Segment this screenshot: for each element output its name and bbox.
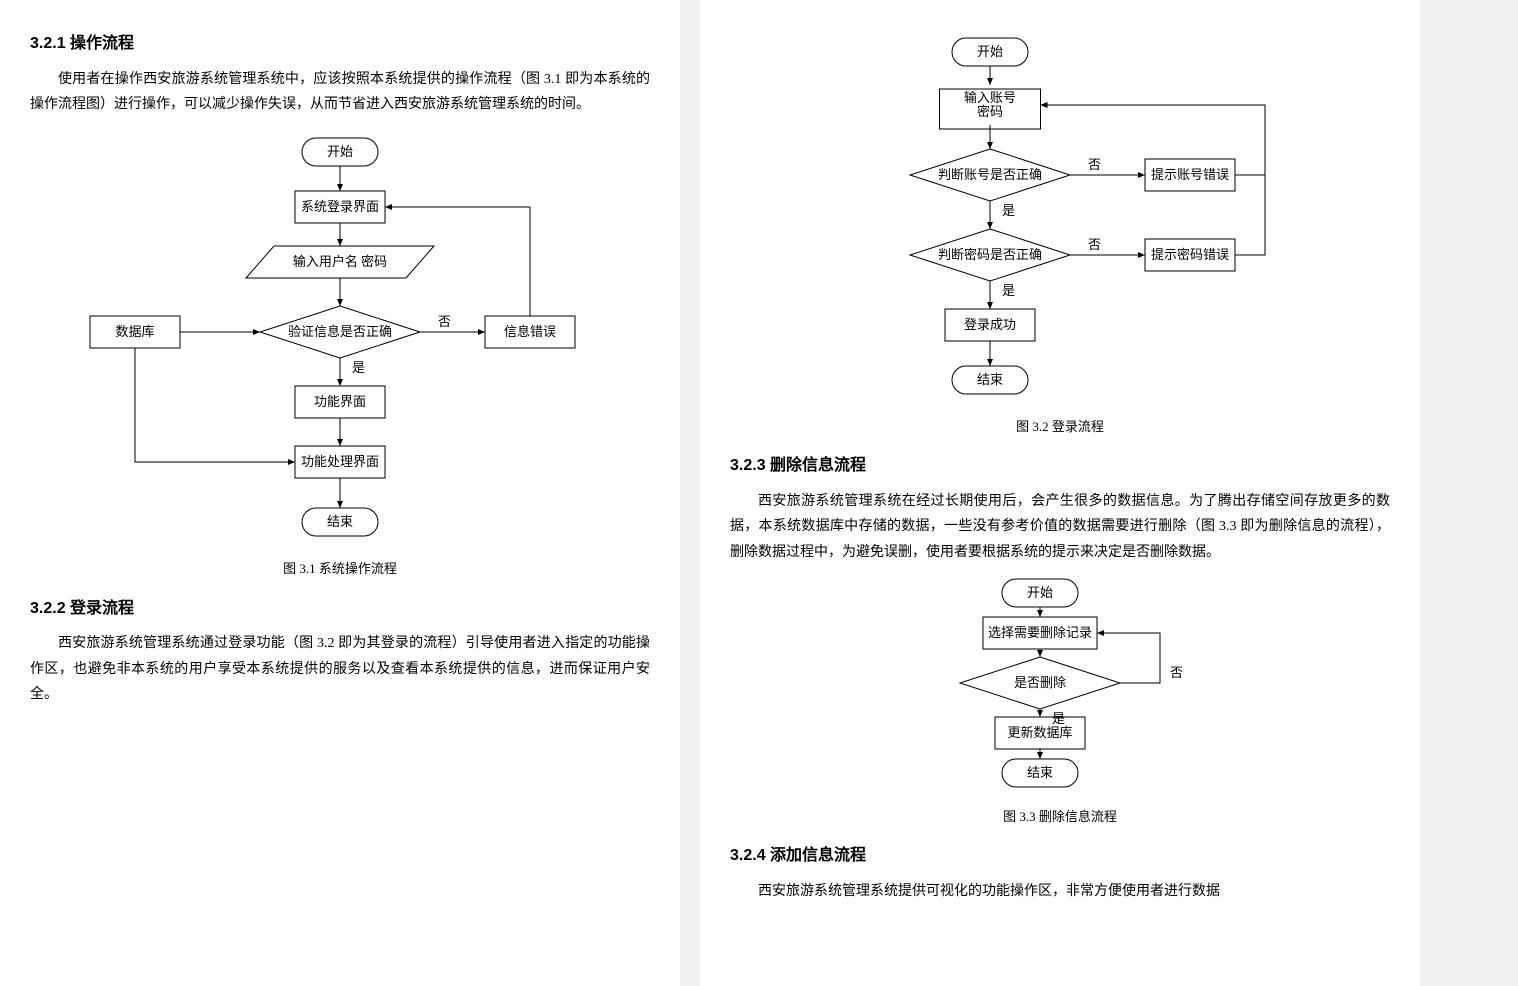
svg-text:判断密码是否正确: 判断密码是否正确 xyxy=(938,247,1042,262)
flowchart-3-1: 开始系统登录界面输入用户名 密码数据库 验证信息是否正确 信息错误功能界面功能处理界… xyxy=(60,127,620,547)
svg-text:功能界面: 功能界面 xyxy=(314,394,366,409)
svg-text:结束: 结束 xyxy=(977,372,1003,387)
svg-text:是: 是 xyxy=(1002,203,1015,218)
svg-text:输入用户名 密码: 输入用户名 密码 xyxy=(293,254,387,269)
svg-text:是否删除: 是否删除 xyxy=(1014,675,1066,690)
flowchart-3-3: 开始选择需要删除记录是否删除更新数据库结束 是 否 xyxy=(910,575,1210,795)
heading-3-2-2: 3.2.2 登录流程 xyxy=(30,595,650,624)
svg-text:否: 否 xyxy=(1088,157,1101,172)
svg-text:信息错误: 信息错误 xyxy=(504,324,556,339)
caption-3-1: 图 3.1 系统操作流程 xyxy=(30,557,650,580)
svg-text:开始: 开始 xyxy=(977,44,1003,59)
svg-text:判断账号是否正确: 判断账号是否正确 xyxy=(938,167,1042,182)
svg-text:登录成功: 登录成功 xyxy=(964,317,1016,332)
heading-3-2-3: 3.2.3 删除信息流程 xyxy=(730,452,1390,481)
svg-text:否: 否 xyxy=(1088,237,1101,252)
svg-text:功能处理界面: 功能处理界面 xyxy=(301,454,379,469)
heading-3-2-4: 3.2.4 添加信息流程 xyxy=(730,842,1390,871)
svg-text:数据库: 数据库 xyxy=(115,324,154,339)
flowchart-3-2: 开始输入账号密码判断账号是否正确 提示账号错误判断密码是否正确 提示密码错误登录成功… xyxy=(790,30,1330,405)
svg-text:否: 否 xyxy=(438,314,451,329)
svg-text:提示密码错误: 提示密码错误 xyxy=(1151,247,1229,262)
svg-text:提示账号错误: 提示账号错误 xyxy=(1151,167,1229,182)
svg-text:否: 否 xyxy=(1170,665,1183,680)
svg-text:开始: 开始 xyxy=(1027,585,1053,600)
para-3-2-2: 西安旅游系统管理系统通过登录功能（图 3.2 即为其登录的流程）引导使用者进入指… xyxy=(30,631,650,707)
svg-text:系统登录界面: 系统登录界面 xyxy=(301,199,379,214)
svg-text:更新数据库: 更新数据库 xyxy=(1007,725,1072,740)
heading-3-2-1: 3.2.1 操作流程 xyxy=(30,30,650,59)
svg-text:输入账号: 输入账号 xyxy=(964,90,1016,105)
caption-3-3: 图 3.3 删除信息流程 xyxy=(730,805,1390,828)
caption-3-2: 图 3.2 登录流程 xyxy=(730,415,1390,438)
page-right: 开始输入账号密码判断账号是否正确提示账号错误判断密码是否正确提示密码错误登录成功… xyxy=(700,0,1420,986)
para-3-2-4: 西安旅游系统管理系统提供可视化的功能操作区，非常方便使用者进行数据 xyxy=(730,879,1390,904)
svg-text:验证信息是否正确: 验证信息是否正确 xyxy=(288,324,392,339)
svg-text:密码: 密码 xyxy=(977,104,1003,119)
svg-text:选择需要删除记录: 选择需要删除记录 xyxy=(988,625,1092,640)
svg-text:是: 是 xyxy=(1002,283,1015,298)
para-3-2-3: 西安旅游系统管理系统在经过长期使用后，会产生很多的数据信息。为了腾出存储空间存放… xyxy=(730,489,1390,565)
svg-text:开始: 开始 xyxy=(327,144,353,159)
svg-text:结束: 结束 xyxy=(1027,765,1053,780)
svg-text:是: 是 xyxy=(352,360,365,375)
page-left: 3.2.1 操作流程 使用者在操作西安旅游系统管理系统中，应该按照本系统提供的操… xyxy=(0,0,680,986)
svg-text:结束: 结束 xyxy=(327,514,353,529)
svg-text:是: 是 xyxy=(1052,711,1065,726)
para-3-2-1: 使用者在操作西安旅游系统管理系统中，应该按照本系统提供的操作流程（图 3.1 即… xyxy=(30,67,650,117)
